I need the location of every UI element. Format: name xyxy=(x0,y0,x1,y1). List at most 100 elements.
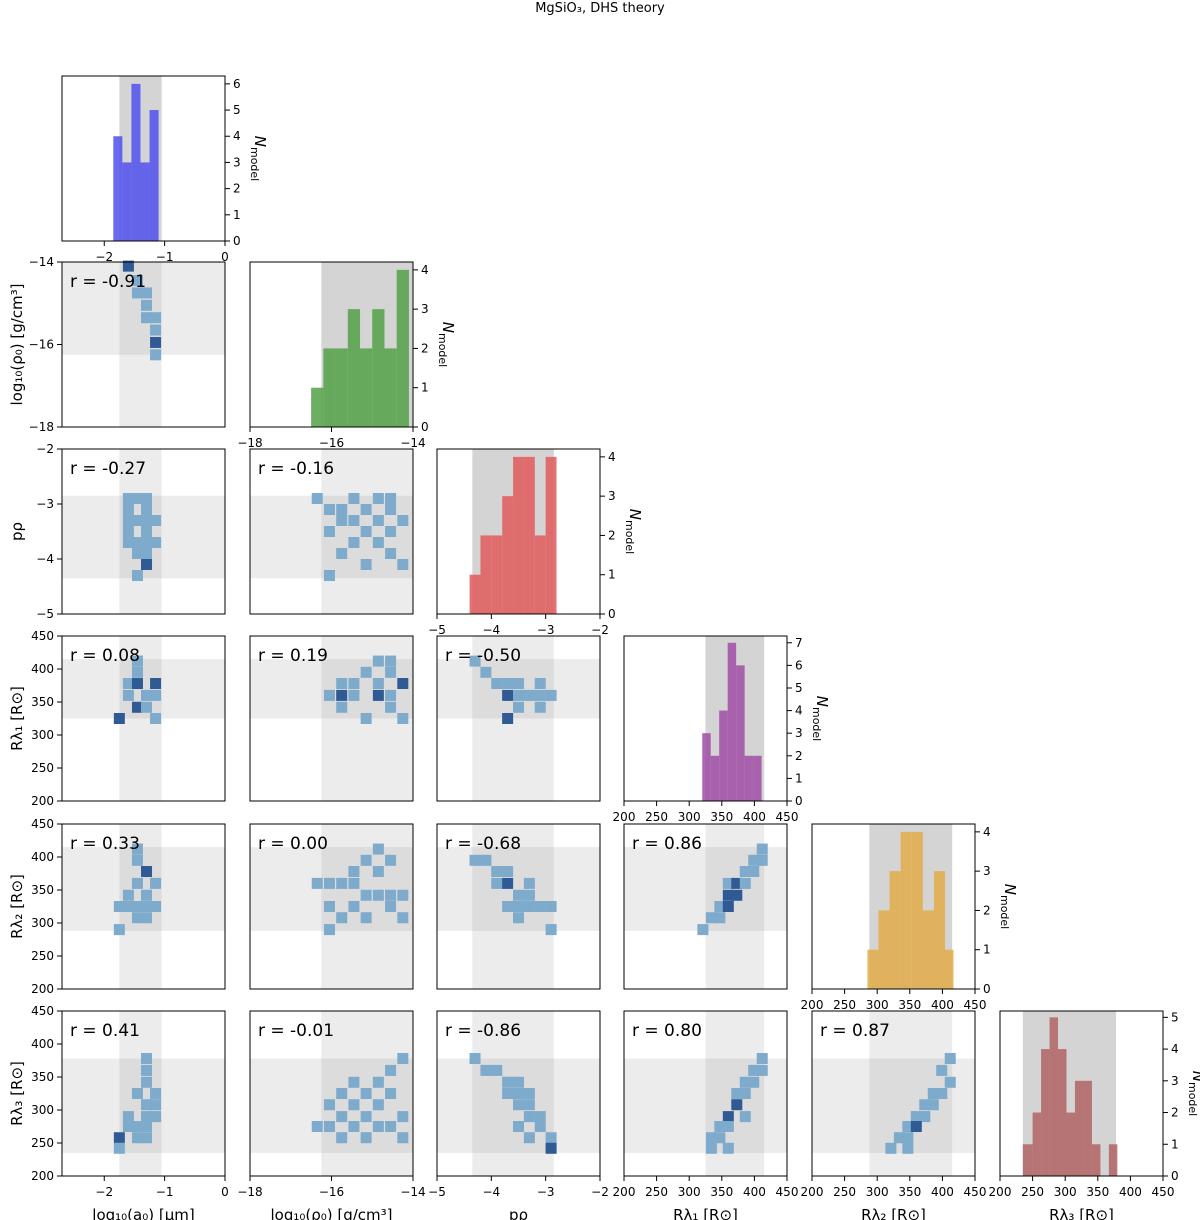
axes-frame xyxy=(623,823,788,990)
density-cell xyxy=(902,1121,914,1132)
count-tick-label: 1 xyxy=(1171,1137,1179,1151)
x-axis-label-rho0: log₁₀(ρ₀) [g/cm³] xyxy=(270,1206,392,1220)
density-cell xyxy=(141,689,153,701)
density-cell xyxy=(141,1076,153,1088)
histogram-bar xyxy=(900,831,912,989)
density-cell xyxy=(697,924,709,936)
histogram-bar xyxy=(372,309,385,427)
count-tick-label: 3 xyxy=(983,864,991,878)
density-cell xyxy=(491,678,503,690)
density-cell xyxy=(397,912,409,924)
histogram-rho0: 0 1 2 3 4 Nmodel xyxy=(249,261,457,434)
count-axis-label: Nmodel xyxy=(436,322,457,368)
histogram-bar xyxy=(1083,1080,1092,1176)
density-cell xyxy=(731,1088,743,1099)
density-cell xyxy=(385,655,397,667)
density-cell xyxy=(150,1111,162,1123)
density-cell xyxy=(523,901,535,912)
count-tick-label: 4 xyxy=(608,450,616,464)
density-cell xyxy=(122,526,134,537)
density-cell xyxy=(513,701,524,713)
count-tick-label: 2 xyxy=(983,903,991,917)
hist-R1-x-tick-label: 400 xyxy=(743,810,766,824)
hist-p_rho-x-tick-label: −5 xyxy=(428,623,446,637)
density-cell xyxy=(360,1132,372,1144)
histogram-bar xyxy=(523,456,535,614)
pair-x-tick-label: −2 xyxy=(591,1185,609,1199)
density-cell xyxy=(385,701,397,713)
density-cell xyxy=(348,901,360,912)
count-tick-label: 1 xyxy=(608,568,616,582)
histogram-bar xyxy=(727,642,737,801)
histogram-bar xyxy=(534,535,546,614)
density-cell xyxy=(910,1111,922,1123)
pair-x-tick-label: 350 xyxy=(898,1185,921,1199)
density-cell xyxy=(469,1053,481,1065)
correlation-label: r = -0.01 xyxy=(258,1021,334,1041)
count-tick-label: 4 xyxy=(421,263,429,277)
density-cell xyxy=(705,912,717,924)
density-cell xyxy=(523,1099,535,1111)
density-cell xyxy=(385,889,397,901)
hist-R1-x-tick-label: 250 xyxy=(645,810,668,824)
count-tick-label: 1 xyxy=(233,208,241,222)
pair-x-tick-label: 450 xyxy=(964,1185,987,1199)
histogram-bar xyxy=(933,871,946,989)
density-cell xyxy=(885,1142,897,1154)
density-cell xyxy=(545,1142,557,1154)
density-cell xyxy=(731,877,743,889)
density-cell xyxy=(523,877,535,889)
density-cell xyxy=(502,1076,514,1088)
pair-R1-R3: r = 0.80 xyxy=(623,1010,788,1177)
histogram-bar xyxy=(710,755,720,801)
pair-x-tick-label: 350 xyxy=(710,1185,733,1199)
count-tick-label: 1 xyxy=(795,771,803,785)
correlation-label: r = 0.19 xyxy=(258,646,328,666)
density-cell xyxy=(385,504,397,515)
density-cell xyxy=(502,901,514,912)
density-cell xyxy=(360,713,372,724)
density-cell xyxy=(372,1076,384,1088)
density-cell xyxy=(385,548,397,559)
density-cell xyxy=(739,866,751,878)
density-cell xyxy=(131,701,143,713)
pair-y-tick-label: 300 xyxy=(31,1103,54,1117)
pair-y-tick-label: 450 xyxy=(31,629,54,643)
hist-R3-x-tick-label: 400 xyxy=(1119,1185,1142,1199)
pair-p_rho-R1: r = -0.50 xyxy=(436,635,601,802)
count-tick-label: 0 xyxy=(608,607,616,621)
density-cell xyxy=(150,537,162,548)
density-cell xyxy=(545,924,557,936)
density-cell xyxy=(469,854,481,866)
axes-frame xyxy=(999,1010,1164,1177)
density-cell xyxy=(502,713,514,724)
density-cell xyxy=(141,493,153,504)
pair-a0-R1: r = 0.08 xyxy=(61,635,226,802)
density-cell xyxy=(534,689,546,701)
axes-frame xyxy=(436,448,601,615)
density-cell xyxy=(385,1121,397,1132)
density-cell xyxy=(141,866,153,878)
density-cell xyxy=(323,526,335,537)
histogram-bar xyxy=(384,348,397,427)
density-cell xyxy=(122,493,134,504)
density-cell xyxy=(714,901,726,912)
axes-frame xyxy=(61,635,226,802)
density-cell xyxy=(122,689,134,701)
density-cell xyxy=(348,866,360,878)
density-cell xyxy=(502,1088,514,1099)
count-tick-label: 2 xyxy=(608,528,616,542)
density-cell xyxy=(372,866,384,878)
axes-frame xyxy=(436,1010,601,1177)
histogram-bar xyxy=(347,309,361,427)
histogram-bar xyxy=(113,136,123,241)
density-cell xyxy=(348,678,360,690)
pair-rho0-R1: r = 0.19 xyxy=(249,635,414,802)
y-axis-label-R3: Rλ₃ [R⊙] xyxy=(8,1061,26,1126)
pair-a0-rho0: r = -0.91 xyxy=(61,260,226,428)
count-tick-label: 2 xyxy=(795,749,803,763)
density-cell xyxy=(360,889,372,901)
y-axis-label-p_rho: pρ xyxy=(8,522,26,541)
axes-frame xyxy=(249,823,414,990)
pair-y-tick-label: 200 xyxy=(31,794,54,808)
